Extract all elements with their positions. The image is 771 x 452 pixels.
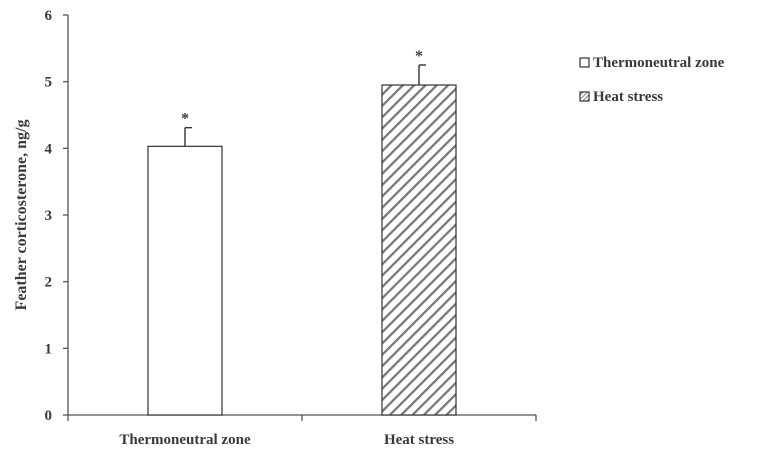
bars: ** [147, 48, 457, 416]
y-tick-label: 1 [45, 341, 53, 357]
y-axis-title: Feather corticosterone, ng/g [13, 120, 30, 311]
y-tick-label: 4 [45, 141, 53, 157]
x-category-label: Thermoneutral zone [119, 432, 251, 448]
bar-heat-stress [381, 84, 457, 416]
x-category-label: Heat stress [384, 432, 454, 448]
x-ticks [67, 415, 537, 421]
legend-label-thermoneutral-zone: Thermoneutral zone [593, 55, 725, 71]
significance-marker: * [181, 111, 189, 128]
legend-swatch-heat-stress [579, 91, 590, 102]
legend-swatch-thermoneutral-zone [579, 57, 590, 68]
y-tick-label: 0 [45, 408, 53, 424]
significance-marker: * [415, 48, 423, 65]
y-ticks: 0 1 2 3 4 5 6 [45, 8, 68, 424]
y-tick-label: 2 [45, 275, 53, 291]
y-tick-label: 5 [45, 75, 53, 91]
y-tick-label: 3 [45, 208, 53, 224]
category-labels: Thermoneutral zone Heat stress [119, 432, 454, 448]
bar-thermoneutral-zone [147, 145, 223, 416]
legend-label-heat-stress: Heat stress [593, 89, 663, 105]
legend: Thermoneutral zone Heat stress [579, 55, 725, 105]
y-tick-label: 6 [45, 8, 53, 24]
